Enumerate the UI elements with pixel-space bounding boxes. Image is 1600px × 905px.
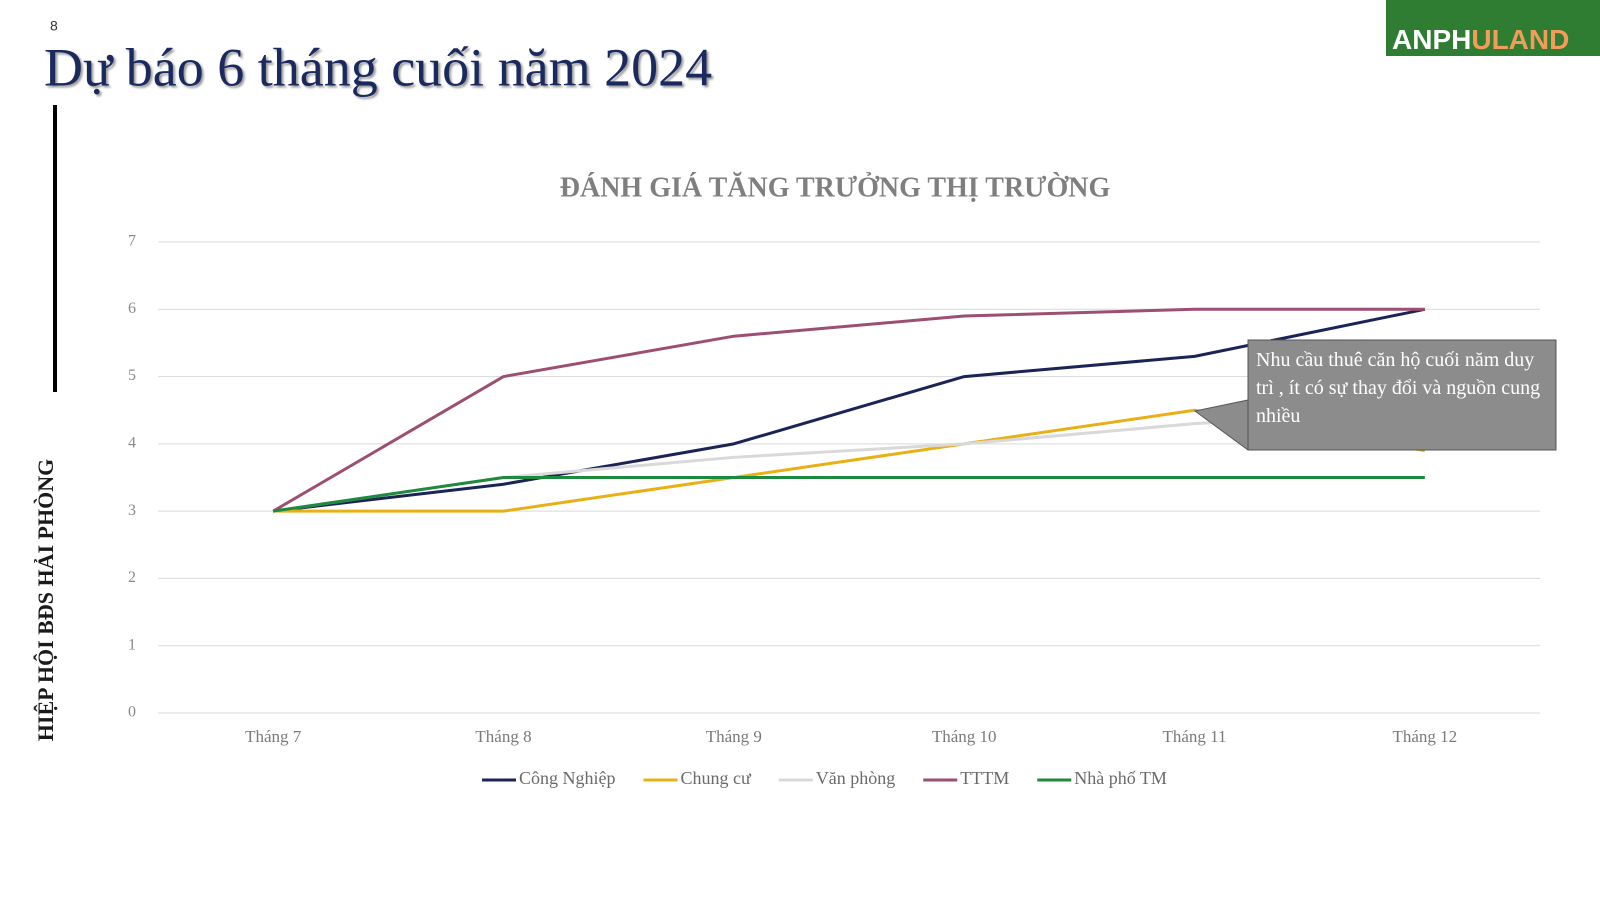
x-tick-label: Tháng 7 [245,727,302,746]
legend-label: Nhà phố TM [1074,768,1167,788]
logo-middle: U [1471,24,1491,55]
logo-right: LAND [1492,24,1570,55]
callout-holder: Nhu cầu thuê căn hộ cuối năm duy trì , í… [1256,349,1541,427]
callout-text: Nhu cầu thuê căn hộ cuối năm duy trì , í… [1256,349,1541,427]
legend-label: Công Nghiệp [519,768,616,788]
y-tick-label: 7 [128,233,136,250]
legend-label: TTTM [960,768,1009,788]
logo-left: ANPH [1392,24,1471,55]
y-tick-label: 3 [128,502,136,519]
series-line [272,476,1425,513]
series-line [272,307,1426,513]
x-tick-label: Tháng 8 [475,727,531,746]
y-tick-label: 6 [128,300,136,317]
chart-title: ĐÁNH GIÁ TĂNG TRƯỞNG THỊ TRƯỜNG [560,172,1111,203]
slide-title: Dự báo 6 tháng cuối năm 2024 [44,37,712,97]
callout: Nhu cầu thuê căn hộ cuối năm duy trì , í… [1193,339,1557,451]
x-tick-label: Tháng 10 [932,727,997,746]
plot: 0 1 2 3 4 5 6 7 Tháng 7 Tháng 8 Tháng 9 Tháng 10 Thá… [128,233,1540,788]
x-tick-label: Tháng 11 [1162,727,1226,746]
logo-bg [1386,0,1600,56]
y-tick-label: 5 [128,367,136,384]
y-tick-label: 0 [128,704,136,721]
callout-pointer [1193,399,1249,451]
legend-label: Chung cư [681,768,752,788]
y-tick-label: 2 [128,569,136,586]
logo-text: ANPHULAND [1392,24,1569,55]
y-tick-label: 4 [128,435,136,452]
y-tick-label: 1 [128,636,136,653]
legend-label: Văn phòng [816,768,896,788]
callout-box [1247,339,1557,451]
x-tick-label: Tháng 12 [1392,727,1457,746]
series-line [272,307,1425,513]
page-number: 8 [50,18,58,34]
x-tick-label: Tháng 9 [706,727,762,746]
side-text: HIỆP HỘI BĐS HẢI PHÒNG [33,459,58,741]
